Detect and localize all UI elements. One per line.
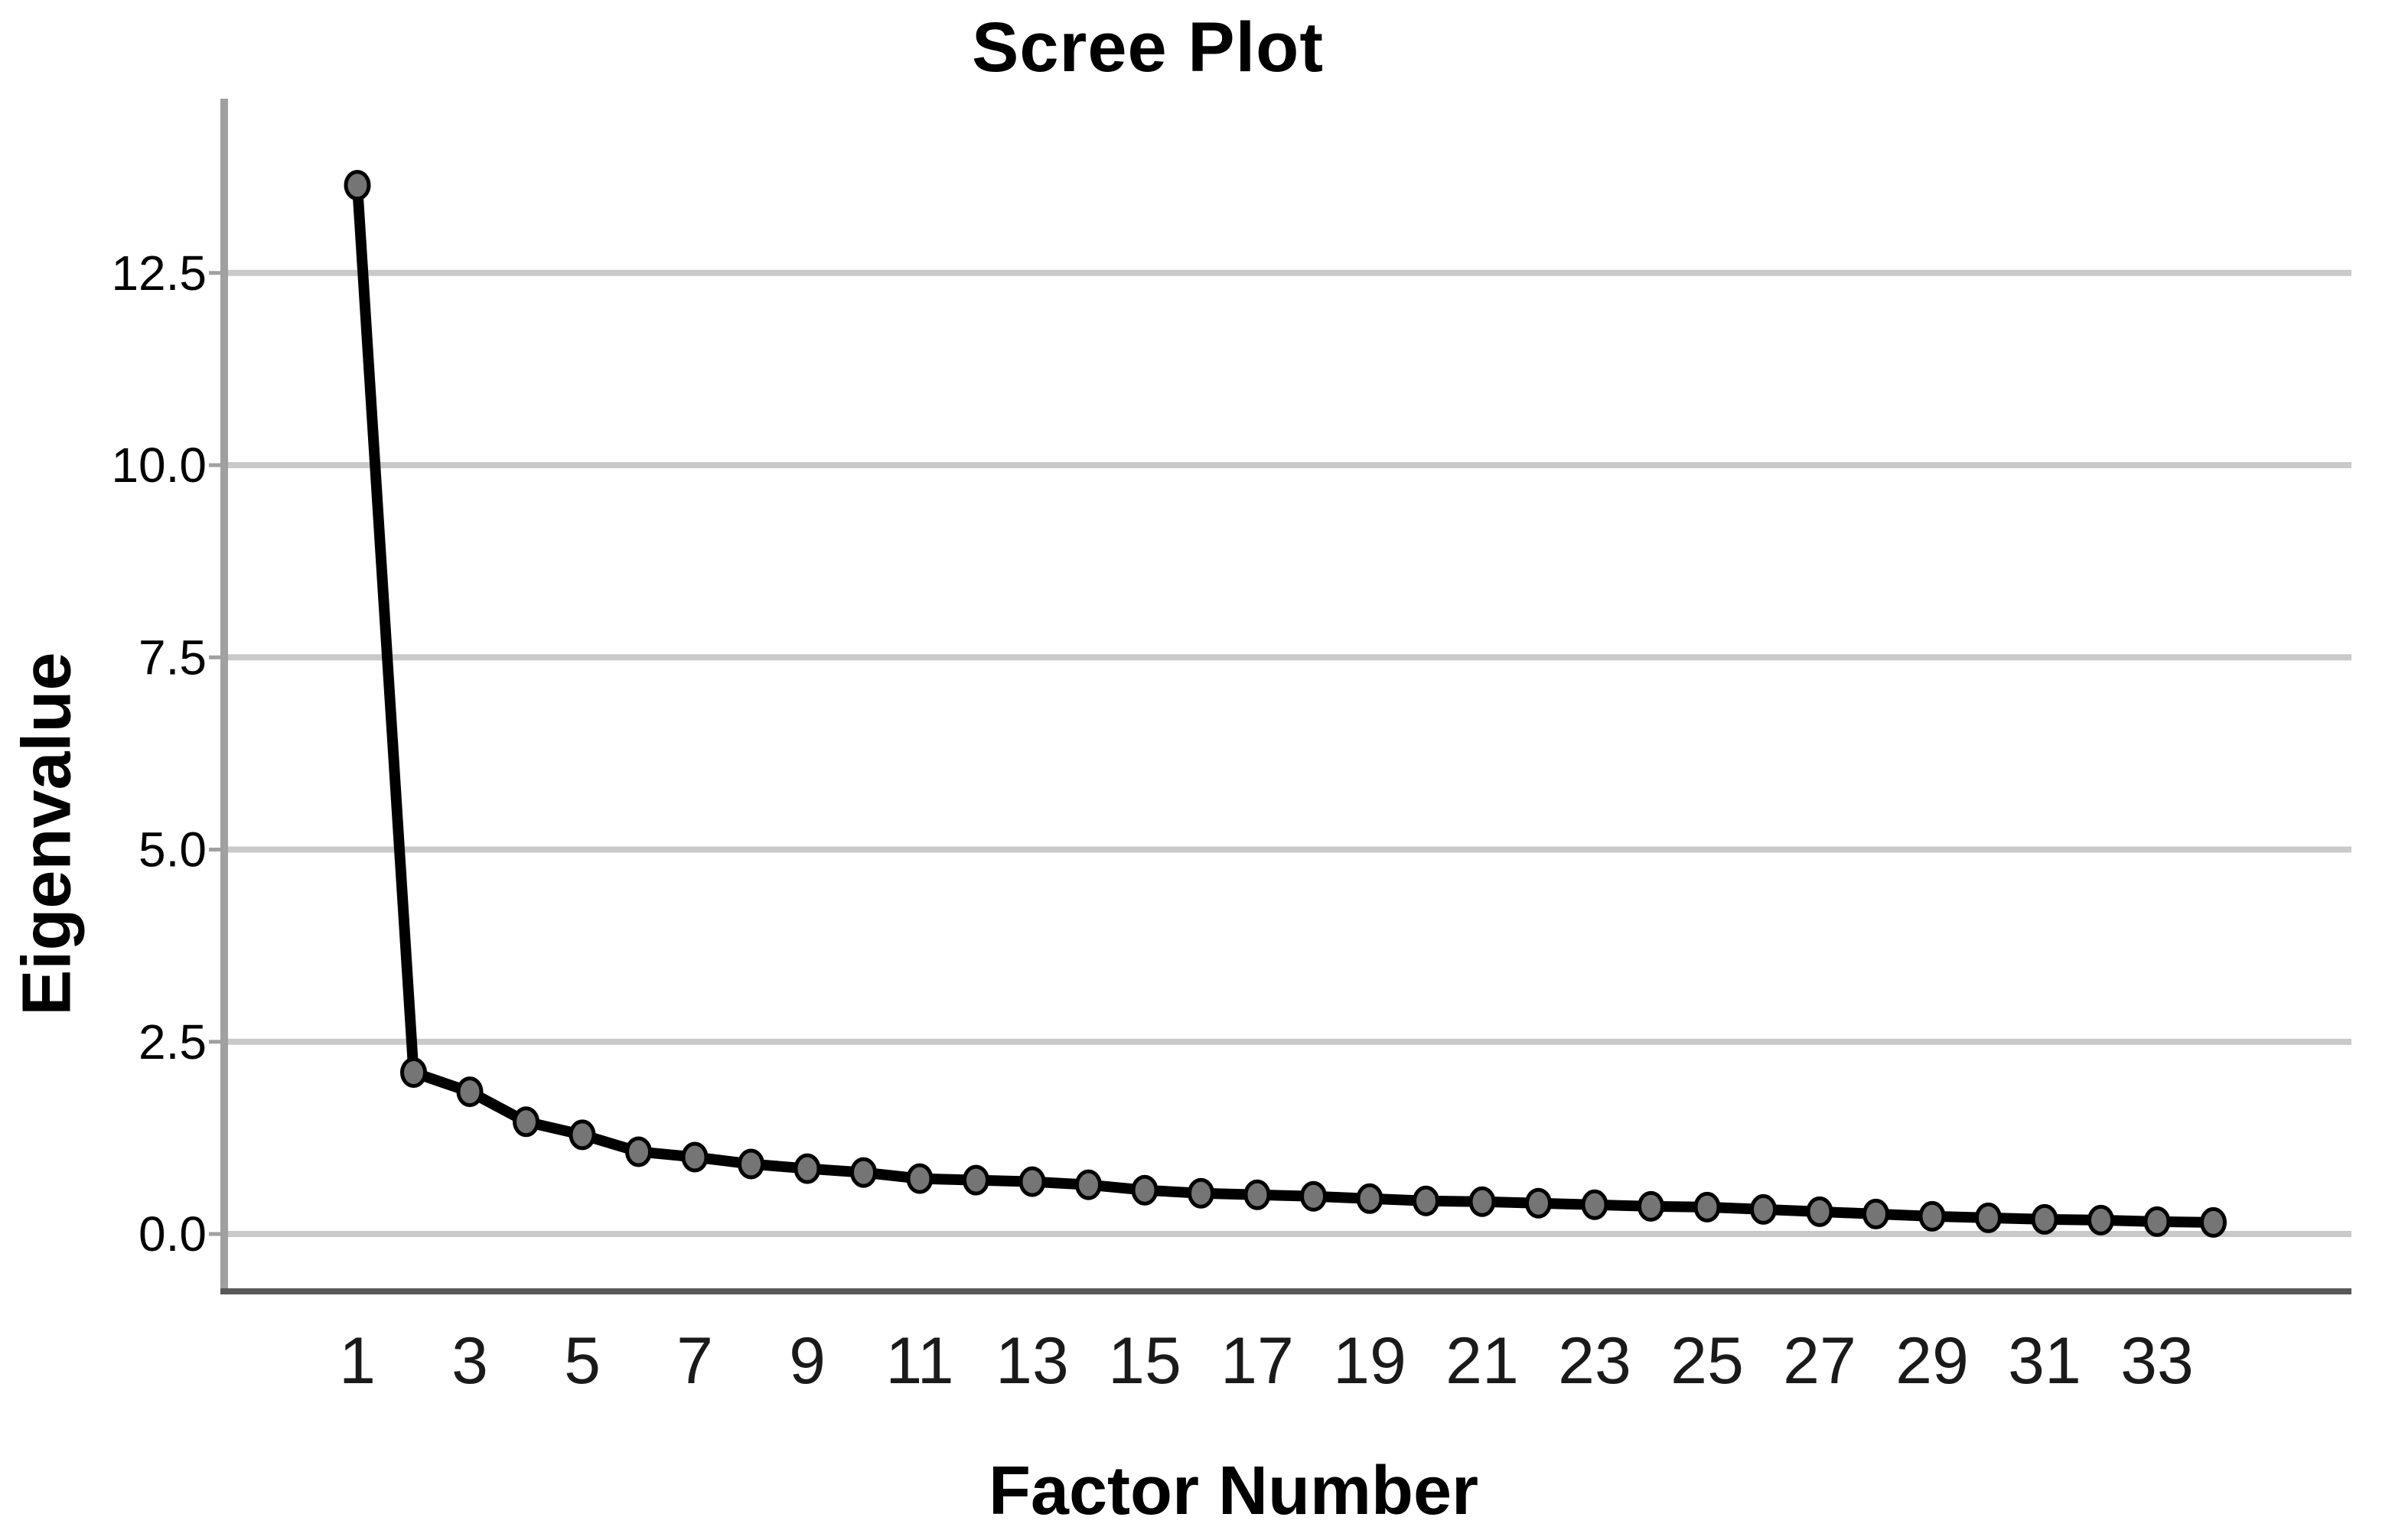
data-point [1468,1186,1496,1217]
x-tick-label: 1 [339,1324,376,1398]
y-tick-label: 12.5 [111,246,207,301]
y-tick-label: 2.5 [139,1014,207,1070]
data-point [1243,1179,1271,1210]
chart-title: Scree Plot [972,8,1324,86]
data-point [1188,1177,1214,1209]
x-tick-label: 15 [1108,1324,1181,1398]
data-point [906,1163,934,1194]
y-tick-label: 0.0 [139,1206,207,1262]
data-point [1075,1169,1102,1200]
x-tick-label: 11 [885,1324,953,1398]
data-point [1018,1166,1046,1197]
y-axis-title: Eigenvalue [8,652,86,1016]
x-tick-label: 7 [676,1324,713,1398]
x-tick-label: 19 [1333,1324,1406,1398]
y-tick-label: 5.0 [139,822,207,877]
data-point [344,170,371,201]
data-point [1918,1200,1946,1232]
data-point [850,1157,877,1188]
data-point [456,1076,484,1108]
data-point [1413,1185,1439,1216]
data-point [513,1106,539,1138]
data-point [1750,1193,1777,1225]
x-tick-label: 23 [1558,1324,1631,1398]
data-point [1693,1191,1721,1223]
data-point [1525,1187,1552,1219]
data-point [1975,1202,2002,1233]
data-point [569,1119,596,1151]
x-tick-label: 25 [1670,1324,1744,1398]
data-point [2143,1206,2171,1237]
x-tick-label: 29 [1895,1324,1969,1398]
data-point [2200,1206,2227,1238]
data-point [2031,1203,2058,1235]
data-point [1581,1189,1608,1220]
data-point [400,1057,427,1088]
x-tick-label: 17 [1220,1324,1294,1398]
data-point [1356,1183,1383,1214]
x-tick-label: 33 [2120,1324,2194,1398]
y-tick-label: 10.0 [111,438,207,493]
x-axis-title: Factor Number [988,1453,1479,1529]
x-tick-label: 27 [1783,1324,1856,1398]
data-point [1806,1196,1833,1227]
y-tick-label: 7.5 [139,630,207,685]
data-point [1300,1180,1327,1212]
data-point [738,1148,764,1180]
data-point [625,1136,652,1167]
data-point [2087,1204,2114,1236]
x-tick-label: 31 [2008,1324,2081,1398]
x-tick-label: 9 [789,1324,826,1398]
data-point [963,1164,989,1196]
data-point [794,1153,821,1184]
data-point [1862,1198,1889,1229]
x-tick-label: 3 [451,1324,488,1398]
x-tick-label: 5 [564,1324,601,1398]
data-point [1131,1174,1159,1206]
data-point [681,1141,709,1173]
x-tick-label: 21 [1445,1324,1519,1398]
data-point [1638,1190,1664,1222]
x-tick-label: 13 [996,1324,1069,1398]
series-line [352,180,2219,1228]
